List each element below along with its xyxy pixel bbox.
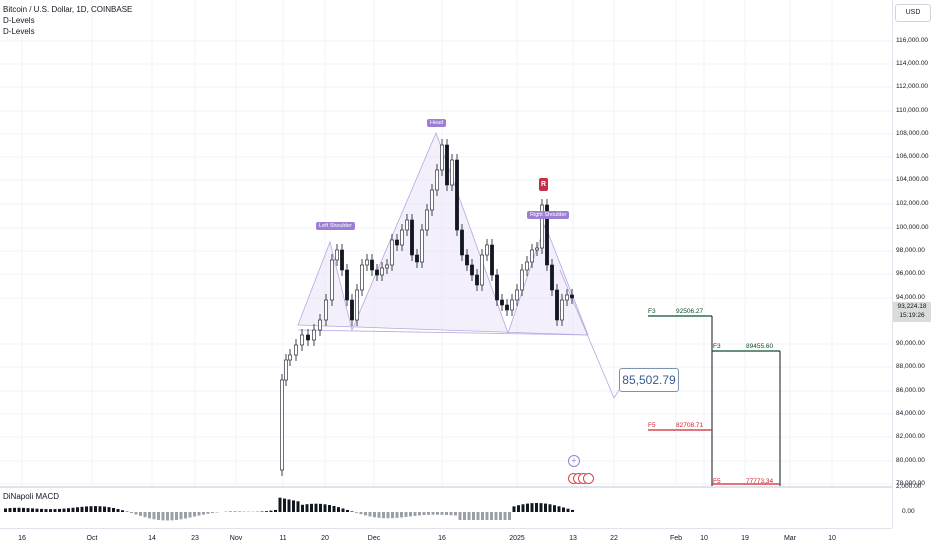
time-tick: 10 xyxy=(828,535,836,542)
time-tick: 11 xyxy=(279,535,286,542)
price-tick: 98,000.00 xyxy=(896,247,925,254)
fib-value-f3-b: 89455.60 xyxy=(746,343,773,350)
earnings-events-icon[interactable] xyxy=(568,473,598,483)
price-tick: 86,000.00 xyxy=(896,387,925,394)
current-price: 93,224.18 xyxy=(893,302,931,311)
add-event-icon[interactable]: + xyxy=(568,455,580,467)
macd-top-tick: 2,000.00 xyxy=(896,483,921,490)
time-tick: 2025 xyxy=(509,535,525,542)
price-tick: 104,000.00 xyxy=(896,176,929,183)
price-tick: 94,000.00 xyxy=(896,294,925,301)
price-tick: 106,000.00 xyxy=(896,153,929,160)
fib-value-f5-a: 82708.71 xyxy=(676,422,703,429)
time-tick: Oct xyxy=(87,535,98,542)
candlestick-chart-svg[interactable] xyxy=(0,0,892,486)
time-tick: 22 xyxy=(610,535,618,542)
price-tick: 80,000.00 xyxy=(896,457,925,464)
fib-tag-f5-a: F5 xyxy=(648,422,656,429)
fib-value-f5-b: 77773.34 xyxy=(746,478,773,485)
fib-tag-f3-b: F3 xyxy=(713,343,721,350)
fib-value-f3-a: 92506.27 xyxy=(676,308,703,315)
price-tick: 84,000.00 xyxy=(896,410,925,417)
time-tick: Nov xyxy=(230,535,242,542)
price-scale[interactable] xyxy=(892,0,932,528)
time-tick: 10 xyxy=(700,535,708,542)
bar-countdown: 15:19:26 xyxy=(893,311,931,320)
price-tick: 100,000.00 xyxy=(896,224,929,231)
macd-title[interactable]: DiNapoli MACD xyxy=(3,492,59,501)
price-tick: 108,000.00 xyxy=(896,130,929,137)
time-tick: Feb xyxy=(670,535,682,542)
time-tick: 23 xyxy=(191,535,199,542)
symbol-title[interactable]: Bitcoin / U.S. Dollar, 1D, COINBASE xyxy=(3,4,132,15)
time-tick: 14 xyxy=(148,535,156,542)
price-tick: 88,000.00 xyxy=(896,363,925,370)
price-tick: 82,000.00 xyxy=(896,433,925,440)
price-tick: 96,000.00 xyxy=(896,270,925,277)
price-tick: 102,000.00 xyxy=(896,200,929,207)
chart-legend: Bitcoin / U.S. Dollar, 1D, COINBASE D-Le… xyxy=(3,4,132,37)
r-badge[interactable]: R xyxy=(539,178,548,191)
macd-pane[interactable] xyxy=(0,488,892,528)
price-tick: 114,000.00 xyxy=(896,60,928,67)
left-shoulder-label[interactable]: Left Shoulder xyxy=(316,222,355,230)
price-chart[interactable] xyxy=(0,0,892,486)
time-tick: 20 xyxy=(321,535,329,542)
price-tick: 90,000.00 xyxy=(896,340,925,347)
macd-histogram-svg xyxy=(0,488,892,528)
fib-tag-f5-b: F5 xyxy=(713,478,721,485)
indicator-d-levels-2[interactable]: D-Levels xyxy=(3,26,132,37)
indicator-d-levels-1[interactable]: D-Levels xyxy=(3,15,132,26)
time-tick: Mar xyxy=(784,535,796,542)
macd-zero-tick: 0.00 xyxy=(902,508,915,515)
right-shoulder-label[interactable]: Right Shoulder xyxy=(527,211,569,219)
time-tick: Dec xyxy=(368,535,380,542)
target-price-label[interactable]: 85,502.79 xyxy=(619,368,679,392)
time-tick: 16 xyxy=(438,535,446,542)
time-tick: 16 xyxy=(18,535,26,542)
price-tick: 112,000.00 xyxy=(896,83,928,90)
price-tick: 116,000.00 xyxy=(896,37,928,44)
head-label[interactable]: Head xyxy=(427,119,446,127)
fib-tag-f3-a: F3 xyxy=(648,308,656,315)
time-tick: 13 xyxy=(569,535,577,542)
current-price-label: 93,224.18 15:19:26 xyxy=(893,302,931,322)
currency-button[interactable]: USD xyxy=(895,4,931,22)
time-tick: 19 xyxy=(741,535,749,542)
price-tick: 110,000.00 xyxy=(896,107,928,114)
